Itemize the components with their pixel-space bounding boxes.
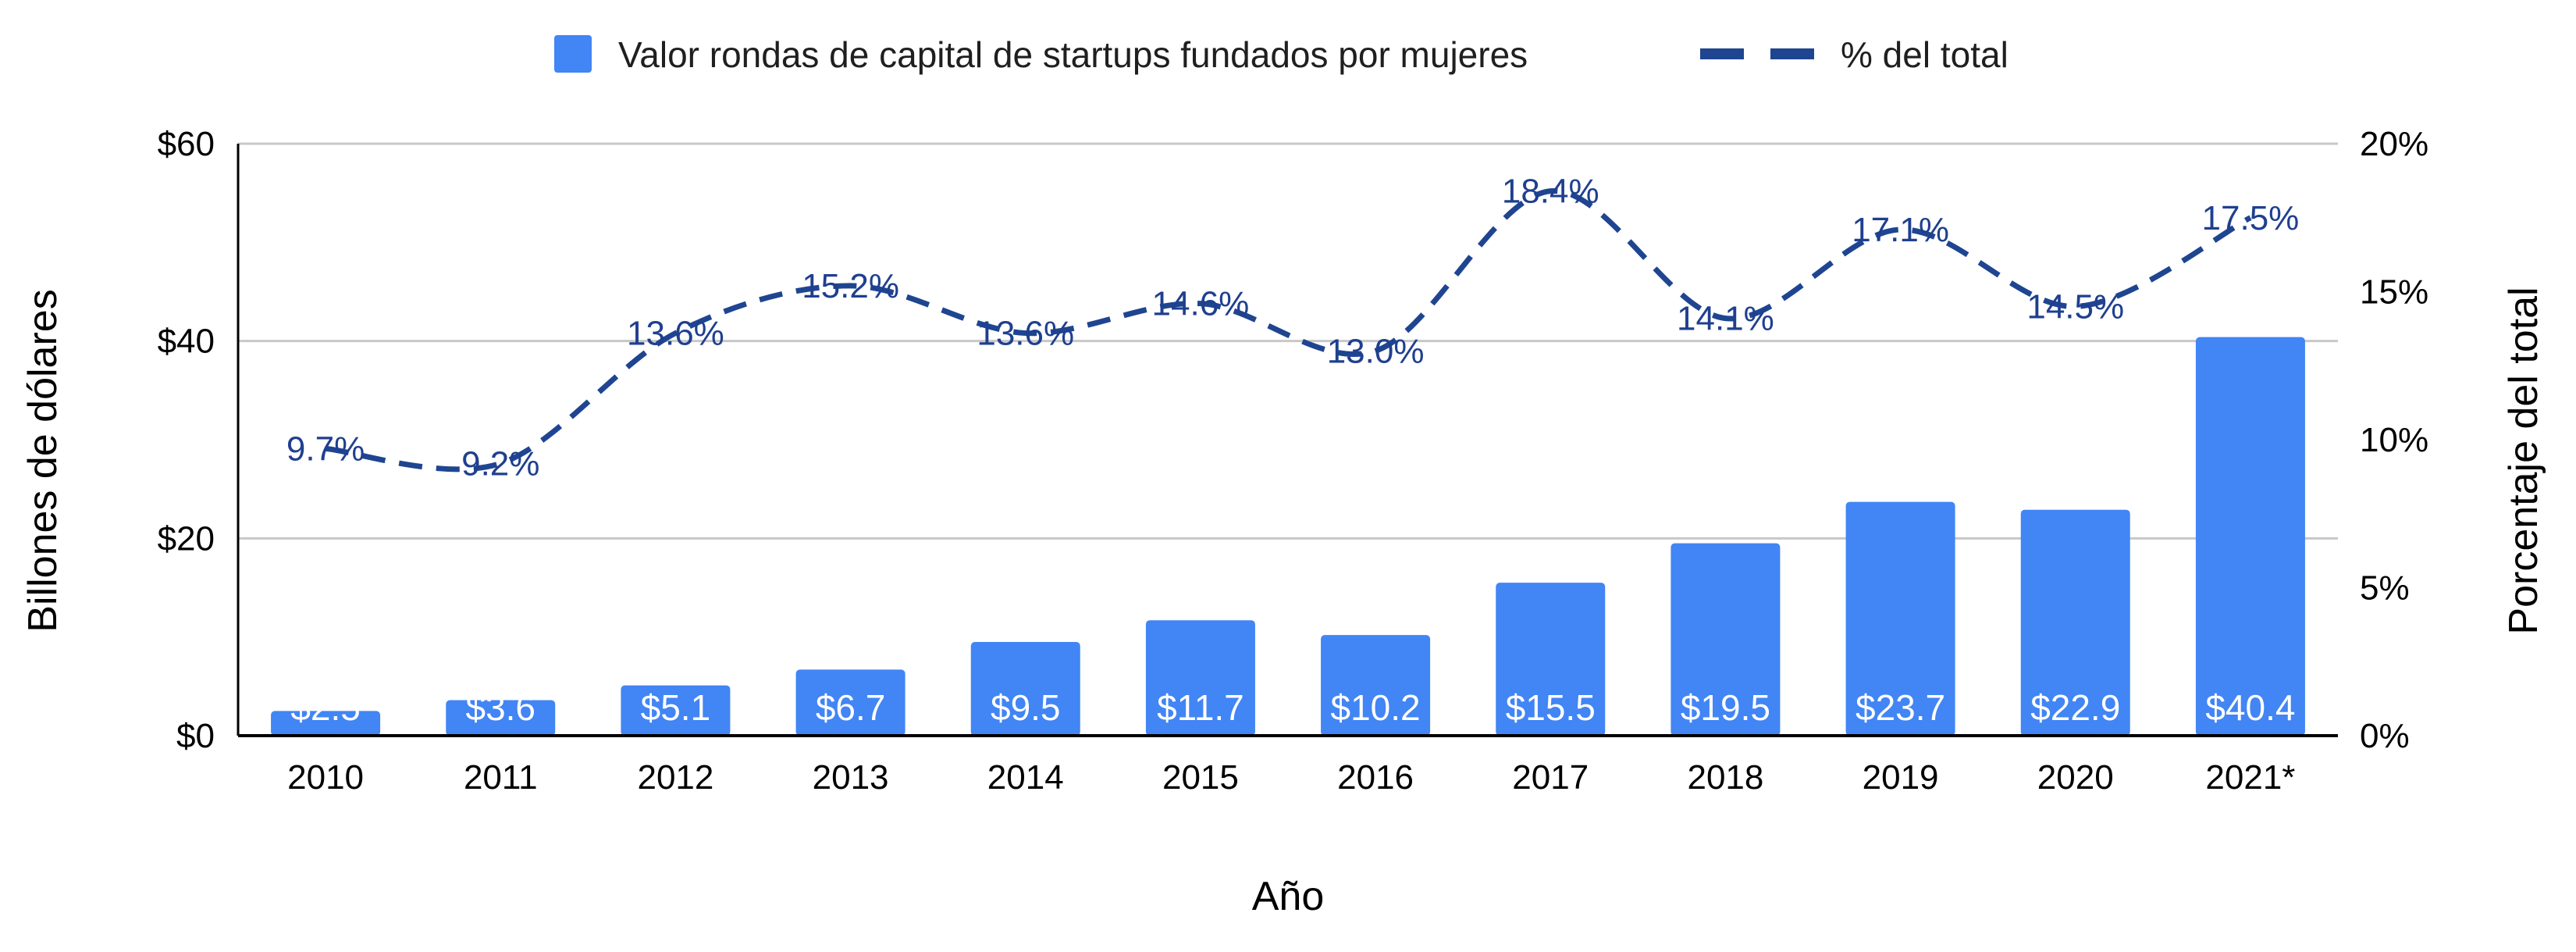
bar [1321, 635, 1431, 736]
x-tick-label: 2014 [987, 758, 1064, 797]
bar [1845, 501, 1955, 736]
bar-data-label: $10.2 [1331, 687, 1421, 728]
bar-data-label: $3.6 [465, 687, 535, 728]
bar-data-label: $9.5 [991, 687, 1061, 728]
y2-tick-label: 0% [2360, 717, 2410, 755]
legend-label-line: % del total [1841, 34, 2008, 75]
line-data-label: 13.0% [1327, 332, 1425, 370]
bar [446, 700, 556, 736]
bar [271, 711, 381, 736]
x-tick-label: 2018 [1687, 758, 1763, 797]
y2-tick-label: 5% [2360, 569, 2410, 608]
legend-swatch-bars [554, 35, 592, 73]
y-tick-label: $20 [158, 519, 215, 558]
x-tick-label: 2015 [1162, 758, 1239, 797]
line-data-label: 13.6% [627, 315, 724, 353]
line-data-label: 14.1% [1677, 300, 1774, 338]
bar [2020, 509, 2130, 736]
line-data-label: 14.6% [1152, 285, 1250, 323]
y-tick-label: $0 [176, 717, 215, 755]
bar-data-label: $19.5 [1681, 687, 1770, 728]
line-data-labels: 9.7% 9.2% 13.6% 15.2% 13.6% 14.6% 13.0% 18.4% 14… [286, 173, 2299, 483]
line-data-label: 18.4% [1502, 173, 1599, 211]
gridlines [238, 142, 2338, 540]
bar-data-label: $6.7 [816, 687, 886, 728]
bar [2195, 337, 2305, 736]
y-tick-label: $60 [158, 125, 215, 163]
y2-axis-title: Porcentaje del total [2501, 287, 2546, 634]
x-tick-label: 2019 [1863, 758, 1939, 797]
bar [621, 685, 731, 736]
x-tick-label: 2017 [1512, 758, 1589, 797]
bar-data-label: $15.5 [1506, 687, 1596, 728]
line-data-label: 17.1% [1852, 211, 1949, 249]
line-data-label: 9.2% [461, 444, 539, 483]
x-tick-label: 2010 [287, 758, 364, 797]
y2-tick-label: 10% [2360, 421, 2428, 459]
bar-data-label: $2.5 [290, 687, 361, 728]
bar-data-labels: $2.5 $3.6 $5.1 $6.7 $9.5 $11.7 $10.2 $15.5 $19.5… [290, 687, 2295, 728]
y-axis-title: Billones de dólares [20, 289, 66, 632]
x-tick-label: 2020 [2037, 758, 2114, 797]
bar-data-label: $22.9 [2030, 687, 2120, 728]
line-data-label: 14.5% [2026, 287, 2124, 326]
line-data-label: 9.7% [286, 430, 365, 468]
x-tick-label: 2011 [464, 758, 538, 797]
series-line [325, 188, 2252, 472]
x-tick-label: 2021* [2205, 758, 2295, 797]
y2-tick-label: 20% [2360, 125, 2428, 163]
bar-data-label: $23.7 [1856, 687, 1945, 728]
y2-tick-label: 15% [2360, 273, 2428, 312]
x-tick-label: 2013 [813, 758, 889, 797]
bar-data-label: $40.4 [2205, 687, 2295, 728]
axes: $0 $20 $40 $60 0% 5% 10% 15% 20% 2010 2011 2012 2013… [158, 125, 2429, 797]
bar [1670, 543, 1781, 736]
bar-data-label: $11.7 [1157, 687, 1244, 728]
bar [1145, 620, 1255, 736]
line-series [325, 188, 2252, 472]
x-axis-title: Año [1252, 874, 1325, 919]
bar [1496, 583, 1606, 736]
y-tick-label: $40 [158, 323, 215, 361]
bar-series [271, 337, 2305, 736]
bar-data-label: $5.1 [641, 687, 711, 728]
legend: Valor rondas de capital de startups fund… [554, 34, 2008, 75]
legend-label-bars: Valor rondas de capital de startups fund… [618, 34, 1528, 75]
bar [795, 669, 906, 736]
line-data-label: 15.2% [802, 267, 899, 305]
x-tick-label: 2012 [637, 758, 713, 797]
line-data-label: 17.5% [2202, 199, 2300, 237]
x-tick-label: 2016 [1337, 758, 1414, 797]
bar [970, 641, 1080, 736]
line-data-label: 13.6% [977, 315, 1074, 353]
